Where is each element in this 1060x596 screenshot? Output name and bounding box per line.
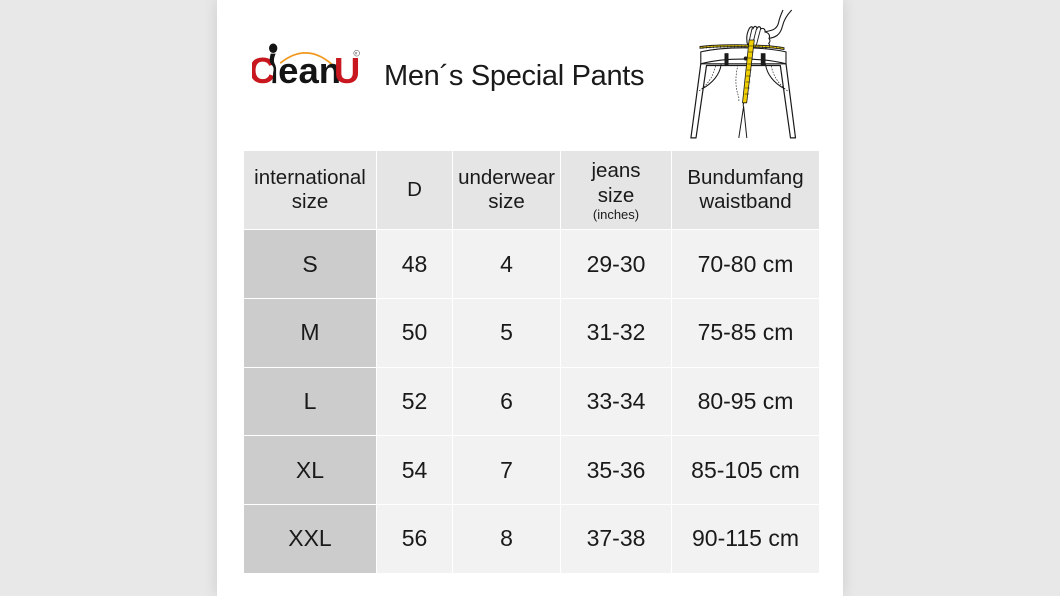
svg-text:ean: ean — [278, 50, 341, 90]
